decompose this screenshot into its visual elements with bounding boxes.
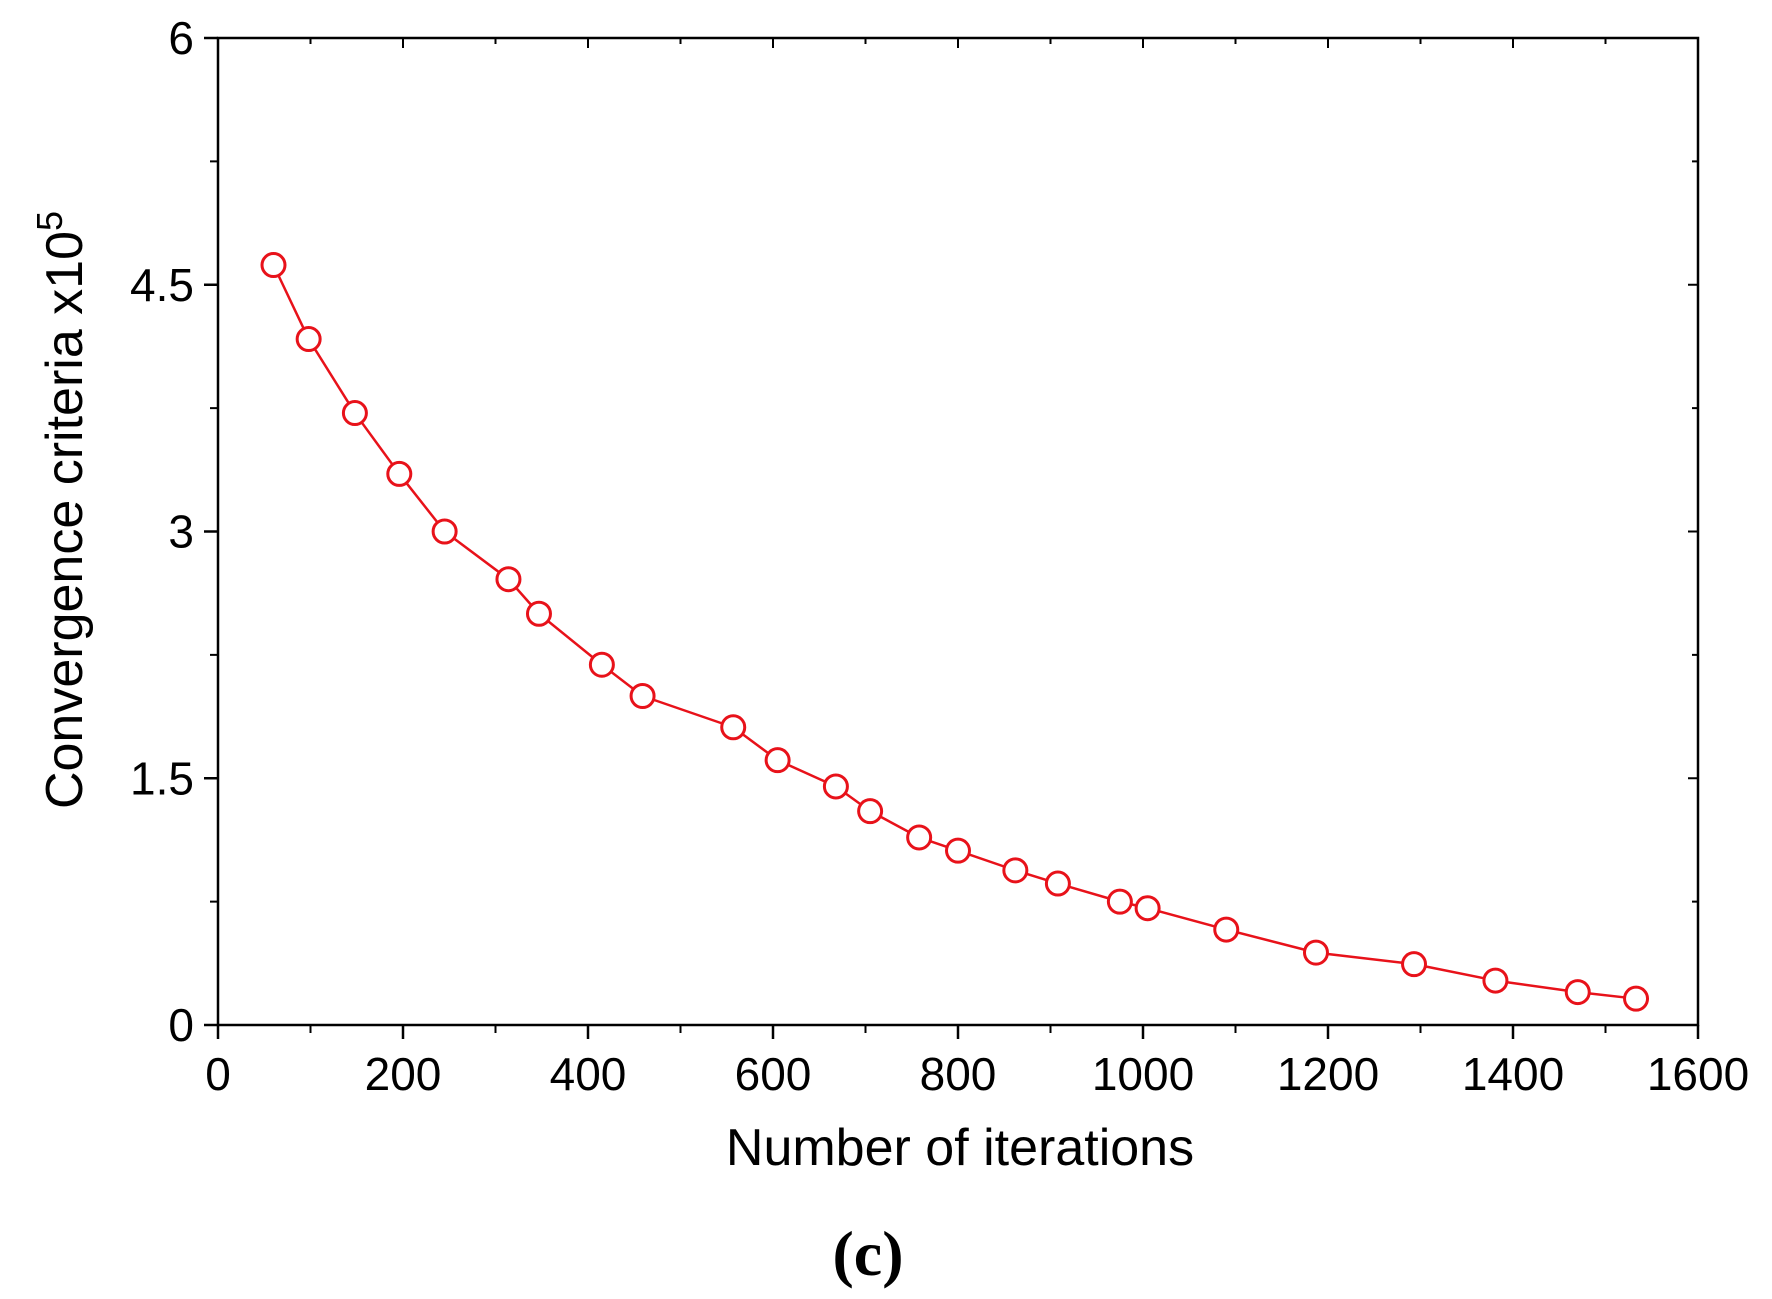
- y-tick-label: 3: [168, 506, 194, 558]
- data-point: [588, 651, 615, 678]
- data-point: [720, 714, 747, 741]
- y-axis-label-text: Convergence criteria x10: [36, 231, 94, 809]
- y-axis-label-group: Convergence criteria x105: [29, 211, 94, 809]
- figure-caption: (c): [832, 1218, 903, 1289]
- x-tick-label: 400: [550, 1048, 627, 1100]
- x-tick-label: 0: [205, 1048, 231, 1100]
- data-point: [1482, 967, 1509, 994]
- x-tick-label: 1600: [1647, 1048, 1749, 1100]
- y-tick-label: 4.5: [130, 259, 194, 311]
- data-point: [260, 252, 287, 279]
- data-point: [1106, 888, 1133, 915]
- data-point: [1302, 939, 1329, 966]
- data-point: [431, 518, 458, 545]
- data-point: [906, 824, 933, 851]
- y-axis-label-exponent: 5: [29, 211, 70, 231]
- data-point: [1213, 916, 1240, 943]
- data-point: [1401, 951, 1428, 978]
- x-axis-label: Number of iterations: [726, 1119, 1194, 1177]
- data-point: [525, 600, 552, 627]
- data-point: [295, 326, 322, 353]
- data-point: [857, 798, 884, 825]
- data-point: [1564, 979, 1591, 1006]
- series-line: [272, 264, 1637, 1000]
- x-tick-label: 1200: [1277, 1048, 1379, 1100]
- x-axis: 0 200 400 600 800 1000 1200 1400 1600: [205, 38, 1749, 1100]
- data-point: [629, 683, 656, 709]
- data-point: [764, 747, 791, 774]
- y-tick-label: 0: [168, 999, 194, 1051]
- data-point: [495, 566, 522, 593]
- x-tick-label: 800: [920, 1048, 997, 1100]
- y-axis: 0 1.5 3 4.5 6: [130, 12, 1698, 1051]
- y-tick-label: 6: [168, 12, 194, 64]
- x-tick-label: 600: [735, 1048, 812, 1100]
- y-tick-label: 1.5: [130, 752, 194, 804]
- series-layer: [260, 252, 1650, 1012]
- data-point: [1134, 895, 1161, 922]
- data-point: [1623, 985, 1650, 1012]
- x-tick-label: 200: [365, 1048, 442, 1100]
- x-tick-label: 1000: [1092, 1048, 1194, 1100]
- data-point: [1002, 857, 1029, 884]
- y-axis-label: Convergence criteria x105: [29, 211, 94, 809]
- data-point: [1044, 870, 1071, 897]
- x-tick-label: 1400: [1462, 1048, 1564, 1100]
- data-point: [945, 837, 971, 864]
- data-point: [822, 773, 849, 800]
- data-point: [386, 460, 413, 487]
- data-point: [341, 400, 368, 427]
